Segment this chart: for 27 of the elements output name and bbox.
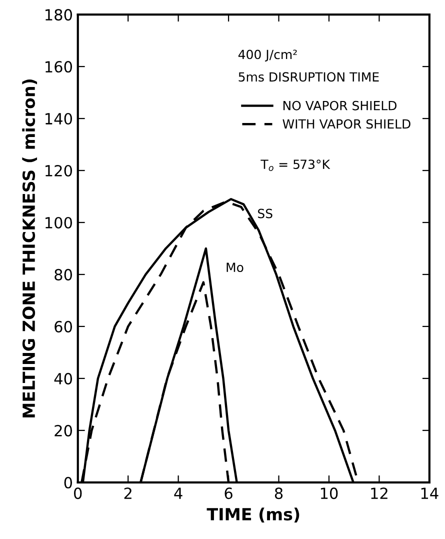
legend-label: WITH VAPOR SHIELD <box>282 119 410 129</box>
x-axis-title: TIME (ms) <box>206 508 300 522</box>
y-tick-label: 80 <box>54 268 72 280</box>
x-tick-label: 6 <box>224 488 232 500</box>
x-tick-label: 4 <box>174 488 182 499</box>
y-tick-label: 40 <box>54 372 72 384</box>
y-tick-label: 20 <box>54 424 72 436</box>
x-tick-label: 12 <box>371 488 388 499</box>
y-tick-label: 140 <box>46 112 72 125</box>
y-tick-label: 160 <box>46 61 72 73</box>
x-tick-label: 8 <box>274 488 283 500</box>
annotation: T$_{o}$ = 573°K <box>260 160 330 172</box>
x-tick-label: 14 <box>421 488 438 499</box>
annotation: Mo <box>226 262 244 272</box>
y-tick-label: 180 <box>46 9 72 21</box>
legend-label: NO VAPOR SHIELD <box>283 100 397 110</box>
y-tick-label: 0 <box>64 476 72 488</box>
x-tick-label: 10 <box>320 488 338 500</box>
annotation: 400 J/cm² <box>238 50 297 62</box>
annotation: 5ms DISRUPTION TIME <box>238 72 379 82</box>
y-tick-label: 100 <box>46 216 72 229</box>
y-tick-label: 60 <box>54 320 72 332</box>
y-tick-label: 120 <box>46 164 72 177</box>
annotation: SS <box>258 208 272 218</box>
x-tick-label: 0 <box>74 488 82 500</box>
y-axis-title: MELTING ZONE THICKNESS ( micron) <box>22 80 38 418</box>
x-tick-label: 2 <box>124 488 132 499</box>
